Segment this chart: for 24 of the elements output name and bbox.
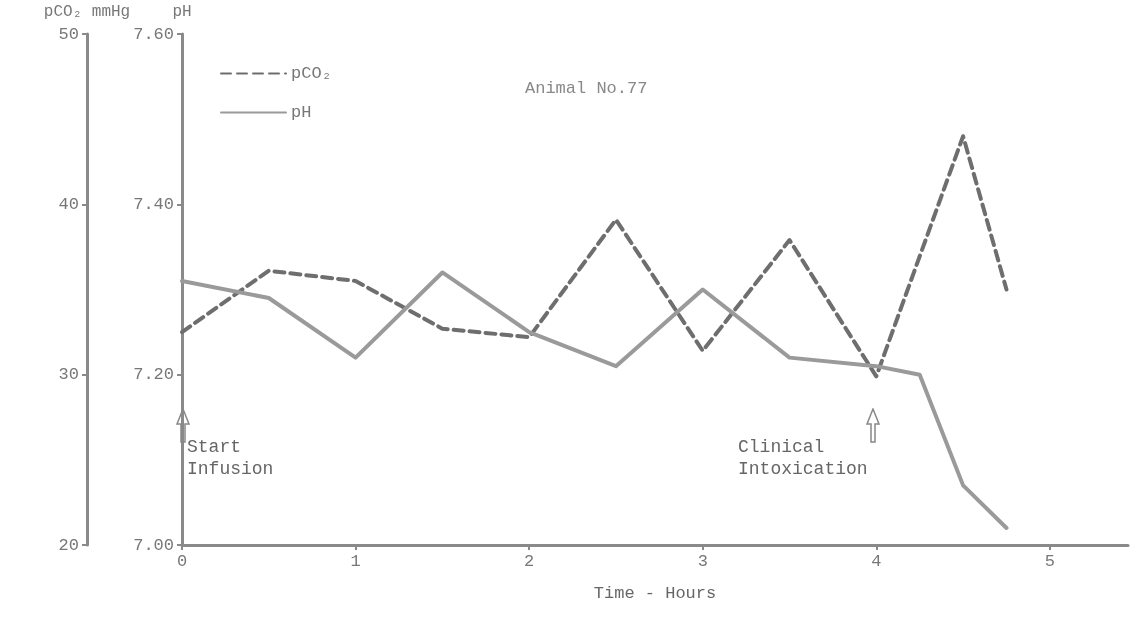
y-axis-title: pH	[172, 3, 192, 21]
x-tick-label: 1	[350, 552, 361, 571]
legend-label: pH	[291, 103, 312, 122]
line-series	[180, 270, 1009, 530]
y2-tick-label: 30	[58, 365, 79, 385]
annotation: Clinical Intoxication	[738, 436, 868, 480]
text: Animal No.77	[525, 79, 648, 98]
y2-tick-label: 50	[58, 24, 79, 44]
legend-label: pCO₂	[291, 64, 332, 83]
y-tick-label: 7.60	[133, 24, 174, 44]
y2-axis-title: pCO₂ mmHg	[43, 3, 131, 21]
y2-tick-label: 40	[58, 194, 79, 214]
y2-tick-label: 20	[58, 535, 79, 555]
x-tick-label: 3	[697, 552, 708, 571]
y-tick-label: 7.00	[133, 535, 174, 555]
x-tick-label: 4	[871, 552, 882, 571]
x-tick-label: 5	[1044, 552, 1055, 571]
line-series	[180, 134, 1009, 379]
x-axis-title: Time - Hours	[593, 584, 717, 603]
annotation: Start Infusion	[187, 436, 274, 480]
y-tick-label: 7.20	[133, 365, 174, 385]
x-tick-label: 2	[524, 552, 535, 571]
y-tick-label: 7.40	[133, 194, 174, 214]
x-tick-label: 0	[176, 552, 188, 571]
